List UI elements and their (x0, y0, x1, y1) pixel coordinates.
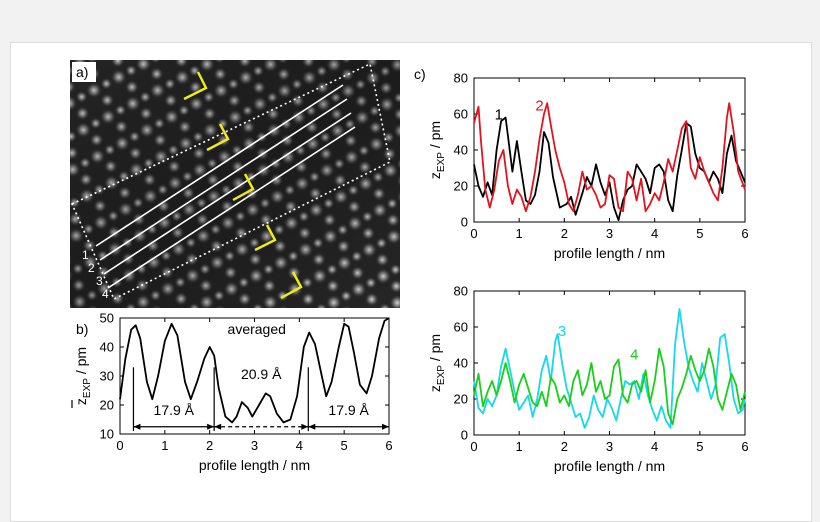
x-tick-label: 5 (696, 226, 703, 241)
profile-line-4 (107, 126, 356, 289)
distance-arrow-mid-head-left (214, 423, 222, 430)
series-label-4: 4 (630, 346, 638, 363)
profile-number-4: 4 (102, 287, 109, 301)
panel-label: c) (414, 66, 426, 82)
y-tick-label: 40 (454, 356, 468, 371)
y-tick-label: 10 (100, 427, 114, 442)
y-tick-label: 30 (100, 369, 114, 384)
y-tick-label: 0 (461, 428, 468, 443)
chart-b-averaged-profile: 0 1 2 3 4 5 6 10 20 30 40 50 profile length / nm zEXP… (71, 311, 393, 473)
x-tick-label: 4 (296, 438, 303, 453)
y-tick-label: 20 (100, 398, 114, 413)
x-tick-label: 2 (206, 438, 213, 453)
x-tick-label: 3 (251, 438, 258, 453)
x-tick-label: 0 (116, 438, 123, 453)
panel-a-label: a) (76, 64, 88, 80)
y-tick-label: 50 (100, 311, 114, 326)
angle-marker-3 (232, 173, 255, 202)
x-tick-label: 2 (561, 439, 568, 454)
y-axis-label: zEXP / pm (427, 121, 447, 179)
distance-arrow-mid-head-right (301, 423, 309, 430)
y-tick-label: 80 (454, 284, 468, 299)
x-tick-label: 5 (341, 438, 348, 453)
profile-number-1: 1 (82, 248, 89, 262)
distance-arrow-right-head-left (308, 423, 316, 430)
x-tick-label: 1 (516, 439, 523, 454)
angle-marker-5 (280, 271, 303, 300)
x-tick-label: 2 (561, 226, 568, 241)
y-tick-label: 80 (454, 71, 468, 86)
x-axis-label: profile length / nm (199, 457, 310, 473)
series-label-1: 1 (495, 106, 503, 123)
x-tick-label: 1 (516, 226, 523, 241)
profile-number-3: 3 (96, 274, 103, 288)
y-tick-label: 40 (100, 340, 114, 355)
x-tick-label: 3 (606, 226, 613, 241)
series-line-1 (473, 116, 746, 222)
x-tick-label: 5 (696, 439, 703, 454)
series-label-3: 3 (558, 323, 566, 340)
x-tick-label: 1 (161, 438, 168, 453)
averaged-label: averaged (228, 321, 286, 337)
distance-arrow-left-head-left (133, 423, 141, 430)
panel-label: b) (76, 321, 88, 337)
profile-line-3 (103, 112, 352, 275)
x-tick-label: 6 (741, 439, 748, 454)
y-tick-label: 20 (454, 392, 468, 407)
stm-overlay: a) 1 2 3 4 (70, 62, 391, 301)
angle-marker-2 (206, 123, 230, 152)
x-axis-label: profile length / nm (554, 458, 665, 474)
x-tick-label: 6 (741, 226, 748, 241)
y-tick-label: 60 (454, 107, 468, 122)
distance-arrow-left-head-right (207, 423, 215, 430)
y-axis-label: zEXP / pm (73, 347, 93, 405)
x-tick-label: 3 (606, 439, 613, 454)
y-axis-label: zEXP / pm (427, 334, 447, 392)
profile-line-1 (95, 84, 344, 247)
plot-frame (473, 77, 746, 223)
profile-number-2: 2 (88, 261, 95, 275)
y-tick-label: 20 (454, 179, 468, 194)
profile-line-2 (99, 98, 348, 261)
y-tick-label: 40 (454, 143, 468, 158)
angle-marker-1 (183, 71, 208, 101)
panel-a-label-box (72, 62, 96, 82)
plot-frame (473, 290, 746, 436)
distance-label-left: 17.9 Å (154, 402, 195, 418)
x-tick-label: 4 (651, 439, 658, 454)
series-line-3 (473, 308, 746, 429)
distance-label-mid: 20.9 Å (241, 366, 282, 382)
y-tick-label: 60 (454, 320, 468, 335)
series-line-2 (473, 102, 746, 213)
stm-image (70, 60, 400, 308)
distance-label-right: 17.9 Å (328, 402, 369, 418)
x-tick-label: 6 (385, 438, 392, 453)
series-label-2: 2 (535, 97, 543, 114)
series-line-averaged (119, 317, 390, 424)
x-axis-label: profile length / nm (554, 245, 665, 261)
series-line-4 (473, 347, 746, 426)
yellow-angle-markers (183, 71, 303, 300)
distance-arrow-right-head-right (382, 423, 389, 430)
x-tick-label: 0 (470, 226, 477, 241)
x-tick-label: 4 (651, 226, 658, 241)
x-tick-label: 0 (470, 439, 477, 454)
angle-marker-4 (254, 224, 277, 252)
y-tick-label: 0 (461, 215, 468, 230)
